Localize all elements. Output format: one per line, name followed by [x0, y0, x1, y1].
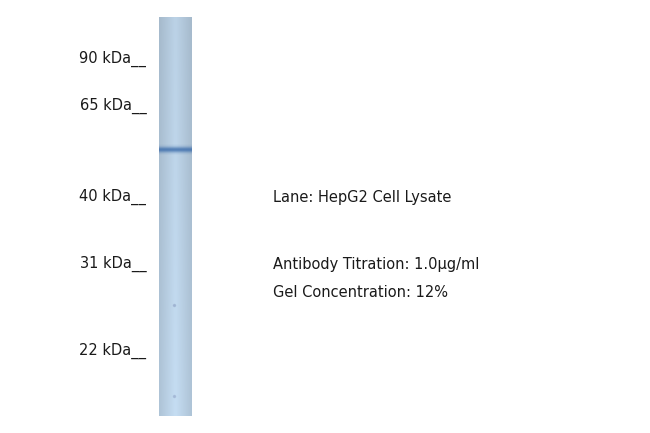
- Text: 31 kDa__: 31 kDa__: [79, 256, 146, 272]
- Text: 65 kDa__: 65 kDa__: [79, 98, 146, 114]
- Text: Antibody Titration: 1.0μg/ml: Antibody Titration: 1.0μg/ml: [273, 257, 480, 271]
- Text: 22 kDa__: 22 kDa__: [79, 343, 146, 359]
- Text: 90 kDa__: 90 kDa__: [79, 50, 146, 67]
- Text: Lane: HepG2 Cell Lysate: Lane: HepG2 Cell Lysate: [273, 190, 451, 204]
- Text: Gel Concentration: 12%: Gel Concentration: 12%: [273, 285, 448, 300]
- Text: 40 kDa__: 40 kDa__: [79, 189, 146, 205]
